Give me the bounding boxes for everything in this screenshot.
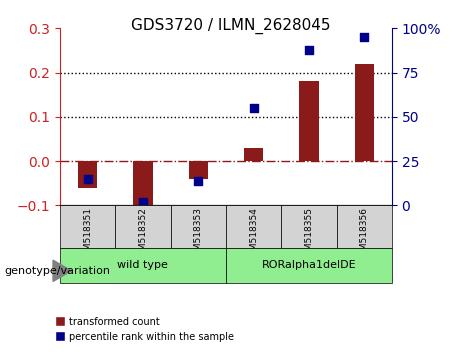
Point xyxy=(139,199,147,205)
Bar xyxy=(299,81,319,161)
FancyBboxPatch shape xyxy=(281,205,337,248)
Point xyxy=(305,47,313,52)
Bar xyxy=(355,64,374,161)
Bar xyxy=(244,148,263,161)
FancyBboxPatch shape xyxy=(60,248,226,283)
Text: GSM518356: GSM518356 xyxy=(360,207,369,262)
Legend: transformed count, percentile rank within the sample: transformed count, percentile rank withi… xyxy=(51,313,238,346)
Text: GSM518354: GSM518354 xyxy=(249,207,258,262)
Text: GSM518355: GSM518355 xyxy=(304,207,313,262)
Text: GSM518351: GSM518351 xyxy=(83,207,92,262)
Text: GDS3720 / ILMN_2628045: GDS3720 / ILMN_2628045 xyxy=(131,18,330,34)
FancyBboxPatch shape xyxy=(337,205,392,248)
FancyBboxPatch shape xyxy=(171,205,226,248)
Text: GSM518352: GSM518352 xyxy=(138,207,148,262)
Bar xyxy=(78,161,97,188)
Text: genotype/variation: genotype/variation xyxy=(5,266,111,276)
Point xyxy=(250,105,257,111)
Point xyxy=(84,176,91,182)
Point xyxy=(195,178,202,183)
Bar xyxy=(133,161,153,212)
FancyBboxPatch shape xyxy=(226,248,392,283)
Polygon shape xyxy=(53,260,71,281)
Text: RORalpha1delDE: RORalpha1delDE xyxy=(261,261,356,270)
Point xyxy=(361,34,368,40)
FancyBboxPatch shape xyxy=(60,205,115,248)
Bar xyxy=(189,161,208,179)
FancyBboxPatch shape xyxy=(115,205,171,248)
Text: GSM518353: GSM518353 xyxy=(194,207,203,262)
FancyBboxPatch shape xyxy=(226,205,281,248)
Text: wild type: wild type xyxy=(118,261,168,270)
